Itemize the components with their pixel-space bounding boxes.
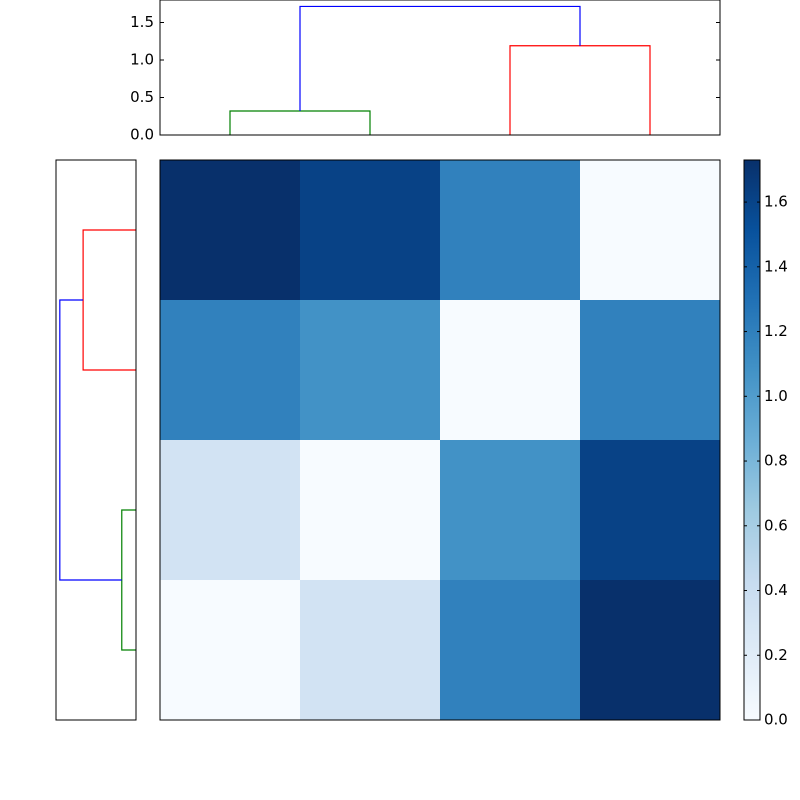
colorbar-tick-label: 0.2 [764, 646, 788, 664]
dendrogram-link [82, 229, 136, 371]
heatmap-cell [300, 440, 441, 581]
colorbar-tick-label: 0.4 [764, 581, 788, 599]
y-tick-label: 1.0 [130, 51, 154, 69]
colorbar-frame [743, 159, 761, 721]
colorbar [744, 160, 760, 720]
heatmap-cell [160, 440, 301, 581]
heatmap-cell [300, 580, 441, 721]
colorbar-tick-label: 1.0 [764, 387, 788, 405]
heatmap-cell [160, 300, 301, 441]
heatmap-cell [440, 440, 581, 581]
colorbar-tick-label: 0.8 [764, 452, 788, 470]
colorbar-tick-label: 1.4 [764, 257, 788, 275]
heatmap-cell [580, 160, 721, 301]
heatmap-cell [160, 580, 301, 721]
colorbar-tick-label: 0.6 [764, 516, 788, 534]
dendrogram-link [229, 110, 371, 135]
heatmap-cell [580, 440, 721, 581]
heatmap-cell [300, 300, 441, 441]
colorbar-tick-label: 1.2 [764, 322, 788, 340]
heatmap-cell [440, 300, 581, 441]
heatmap-cell [580, 580, 721, 721]
heatmap-cell [300, 160, 441, 301]
y-tick-label: 0.5 [130, 88, 154, 106]
heatmap-cell [440, 160, 581, 301]
colorbar-tick-label: 0.0 [764, 711, 788, 729]
dendrogram-link [59, 299, 122, 581]
axes-frame [159, 0, 721, 136]
dendrogram-link [299, 5, 581, 111]
heatmap-cell [440, 580, 581, 721]
axes-frame [159, 159, 721, 721]
y-tick-label: 1.5 [130, 13, 154, 31]
dendrogram-link [121, 509, 136, 651]
colorbar-tick-label: 1.6 [764, 193, 788, 211]
axes-frame [55, 159, 137, 721]
dendrogram-link [509, 45, 651, 135]
heatmap-cell [580, 300, 721, 441]
heatmap-cell [160, 160, 301, 301]
y-tick-label: 0.0 [130, 126, 154, 144]
